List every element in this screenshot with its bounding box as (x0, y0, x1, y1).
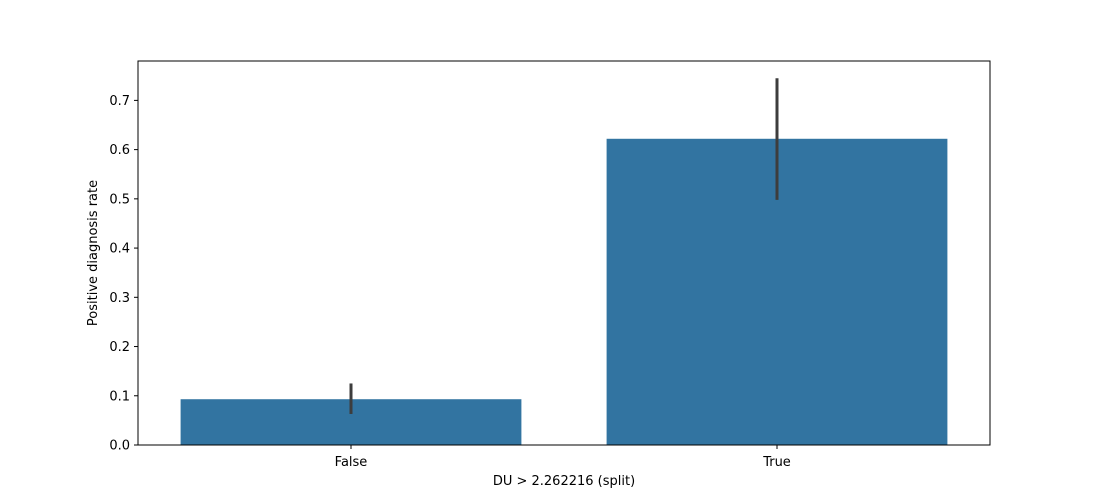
y-axis-label: Positive diagnosis rate (86, 180, 101, 326)
y-tick-label: 0.1 (109, 389, 130, 404)
y-tick-label: 0.2 (109, 340, 130, 355)
y-tick-label: 0.4 (109, 242, 130, 257)
error-bars-layer (349, 78, 779, 414)
x-axis-label: DU > 2.262216 (split) (493, 474, 635, 489)
plot-frame (137, 60, 991, 446)
x-tick-label-true: True (762, 455, 791, 470)
x-axis: False True (335, 445, 791, 470)
y-tick-label: 0.3 (109, 291, 130, 306)
y-tick-label: 0.7 (109, 94, 130, 109)
y-axis: 0.0 0.1 0.2 0.3 0.4 0.5 0.6 0.7 (109, 94, 138, 454)
y-tick-label: 0.0 (109, 439, 130, 454)
y-tick-label: 0.5 (109, 192, 130, 207)
y-tick-label: 0.6 (109, 143, 130, 158)
x-tick-label-false: False (335, 455, 368, 470)
bars-layer (180, 138, 948, 446)
